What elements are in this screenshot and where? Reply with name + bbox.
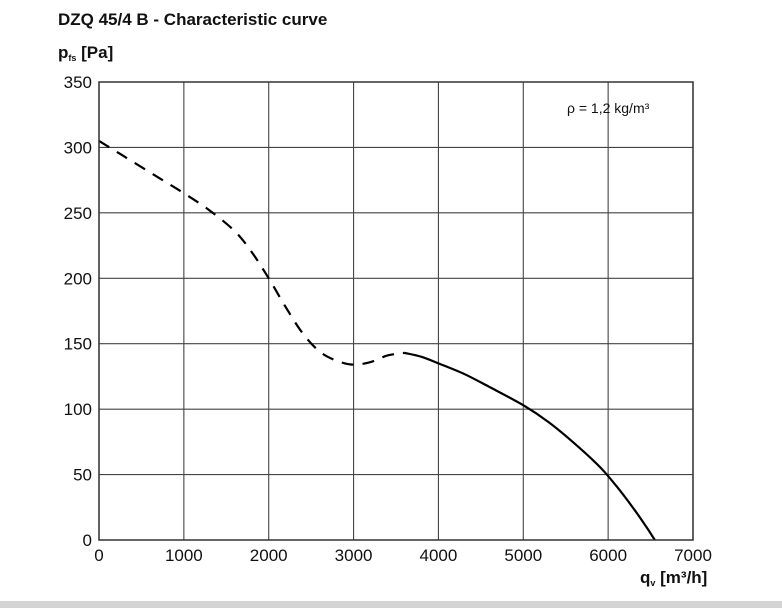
x-tick-label: 4000 <box>420 546 458 565</box>
curve-dashed-segment <box>98 139 405 366</box>
x-axis-label: qv [m³/h] <box>640 568 707 588</box>
x-tick-label: 2000 <box>250 546 288 565</box>
y-axis-unit: [Pa] <box>81 43 114 62</box>
y-tick-label: 250 <box>64 204 92 223</box>
x-tick-label: 3000 <box>335 546 373 565</box>
plot-frame <box>98 81 694 541</box>
y-axis-symbol: p <box>58 43 69 62</box>
x-axis-unit: [m³/h] <box>660 568 708 587</box>
tick-labels: 0 1000 2000 3000 4000 5000 6000 7000 0 50 100 150 20… <box>64 73 712 565</box>
y-tick-label: 100 <box>64 400 92 419</box>
y-tick-label: 300 <box>64 138 92 157</box>
x-tick-label: 5000 <box>504 546 542 565</box>
x-tick-label: 7000 <box>674 546 712 565</box>
x-axis-subscript: v <box>650 578 656 588</box>
x-tick-label: 6000 <box>589 546 627 565</box>
air-density-annotation: ρ = 1,2 kg/m³ <box>567 100 650 116</box>
y-tick-label: 350 <box>64 73 92 92</box>
y-tick-label: 200 <box>64 269 92 288</box>
y-tick-label: 50 <box>73 466 92 485</box>
chart-title: DZQ 45/4 B - Characteristic curve <box>58 10 328 29</box>
curve-solid-segment <box>404 351 656 541</box>
curves <box>98 139 656 541</box>
y-axis-label: pfs [Pa] <box>58 43 113 63</box>
y-axis-subscript: fs <box>68 53 77 63</box>
y-tick-label: 150 <box>64 335 92 354</box>
y-tick-label: 0 <box>83 531 92 550</box>
x-tick-label: 0 <box>94 546 103 565</box>
bottom-bar <box>0 601 782 608</box>
x-axis-symbol: q <box>640 568 651 587</box>
x-tick-label: 1000 <box>165 546 203 565</box>
